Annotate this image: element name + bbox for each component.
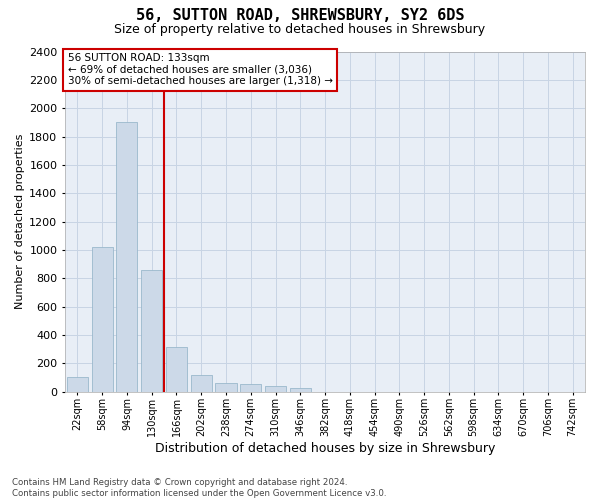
- Bar: [265, 386, 286, 392]
- Bar: [191, 375, 212, 392]
- Text: 56, SUTTON ROAD, SHREWSBURY, SY2 6DS: 56, SUTTON ROAD, SHREWSBURY, SY2 6DS: [136, 8, 464, 22]
- Y-axis label: Number of detached properties: Number of detached properties: [15, 134, 25, 309]
- Text: Size of property relative to detached houses in Shrewsbury: Size of property relative to detached ho…: [115, 22, 485, 36]
- X-axis label: Distribution of detached houses by size in Shrewsbury: Distribution of detached houses by size …: [155, 442, 495, 455]
- Bar: [215, 384, 236, 392]
- Bar: [116, 122, 137, 392]
- Bar: [240, 384, 261, 392]
- Bar: [67, 378, 88, 392]
- Bar: [166, 347, 187, 392]
- Bar: [290, 388, 311, 392]
- Bar: [141, 270, 162, 392]
- Text: 56 SUTTON ROAD: 133sqm
← 69% of detached houses are smaller (3,036)
30% of semi-: 56 SUTTON ROAD: 133sqm ← 69% of detached…: [68, 53, 332, 86]
- Bar: [92, 247, 113, 392]
- Text: Contains HM Land Registry data © Crown copyright and database right 2024.
Contai: Contains HM Land Registry data © Crown c…: [12, 478, 386, 498]
